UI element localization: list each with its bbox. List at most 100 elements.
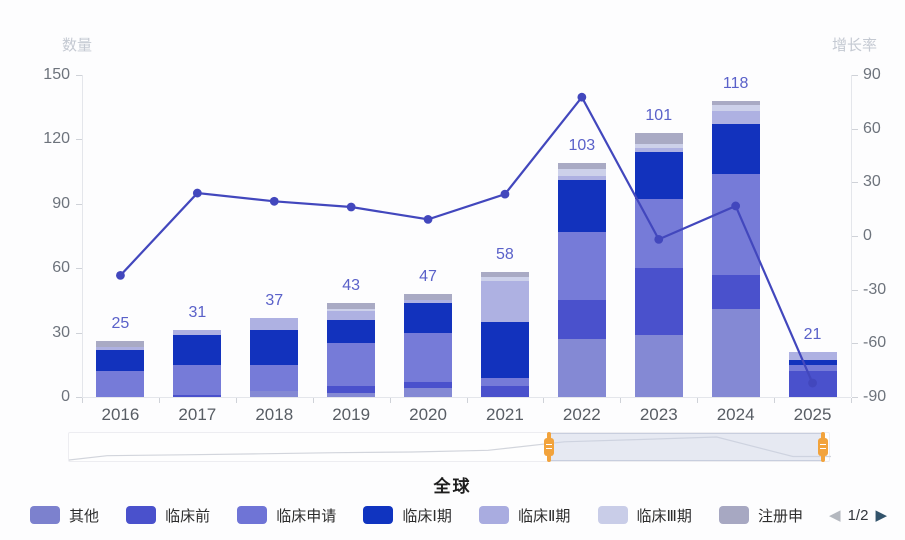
bar-segment-临床前[interactable] [173, 394, 222, 397]
bar-segment-临床前[interactable] [557, 300, 606, 339]
data-zoom-handle-right[interactable] [817, 432, 828, 462]
bar-segment-临床Ⅱ期[interactable] [711, 111, 760, 125]
bar-segment-临床申请[interactable] [173, 364, 222, 395]
bar-segment-临床申请[interactable] [480, 377, 529, 387]
bar-segment-临床Ⅰ期[interactable] [96, 349, 145, 372]
bar-segment-临床Ⅲ期[interactable] [480, 276, 529, 282]
bar-2021[interactable] [480, 272, 529, 397]
bar-segment-其他[interactable] [557, 339, 606, 397]
bar-segment-临床Ⅱ期[interactable] [557, 175, 606, 181]
legend-item-其他[interactable]: 其他 [30, 505, 99, 526]
bar-2025[interactable] [788, 351, 837, 397]
x-axis-line [82, 397, 851, 398]
x-axis-label-2021: 2021 [486, 405, 524, 424]
bar-segment-临床Ⅰ期[interactable] [634, 152, 683, 200]
bar-segment-临床申请[interactable] [327, 343, 376, 387]
bar-segment-临床前[interactable] [634, 268, 683, 335]
bar-segment-临床Ⅱ期[interactable] [480, 281, 529, 322]
x-axis-label-2016: 2016 [101, 405, 140, 424]
bar-segment-临床Ⅱ期[interactable] [327, 311, 376, 320]
data-zoom-handle-right-grip[interactable] [817, 438, 828, 456]
legend-item-临床Ⅱ期[interactable]: 临床Ⅱ期 [478, 505, 570, 526]
growth-line-point[interactable] [269, 196, 279, 206]
bar-segment-临床Ⅰ期[interactable] [250, 330, 299, 365]
legend-item-临床Ⅰ期[interactable]: 临床Ⅰ期 [363, 505, 452, 526]
bar-segment-临床Ⅲ期[interactable] [327, 308, 376, 312]
bar-segment-临床Ⅱ期[interactable] [404, 300, 453, 303]
bar-segment-其他[interactable] [634, 334, 683, 397]
bar-segment-临床前[interactable] [711, 274, 760, 309]
growth-line-point[interactable] [423, 214, 433, 224]
bar-segment-临床Ⅲ期[interactable] [711, 105, 760, 112]
growth-line-point[interactable] [346, 202, 356, 212]
x-axis-tick [697, 398, 699, 403]
bar-segment-临床Ⅰ期[interactable] [404, 302, 453, 333]
legend-prev-icon[interactable]: ◀ [829, 506, 841, 524]
growth-line-point[interactable] [500, 189, 510, 199]
bar-segment-临床前[interactable] [788, 371, 837, 397]
x-axis-label-2019: 2019 [332, 405, 371, 424]
bar-segment-临床Ⅰ期[interactable] [173, 334, 222, 365]
bar-segment-其他[interactable] [327, 392, 376, 397]
bar-segment-临床Ⅰ期[interactable] [788, 360, 837, 365]
bar-segment-临床申请[interactable] [788, 364, 837, 372]
bar-segment-其他[interactable] [711, 308, 760, 397]
bar-segment-注册申[interactable] [557, 163, 606, 170]
bar-segment-临床前[interactable] [480, 386, 529, 397]
data-zoom-slider[interactable] [68, 432, 831, 462]
bar-segment-注册申[interactable] [327, 302, 376, 309]
bar-segment-临床Ⅲ期[interactable] [634, 143, 683, 148]
bar-segment-临床申请[interactable] [634, 199, 683, 269]
bar-segment-临床Ⅱ期[interactable] [788, 351, 837, 361]
bar-2023[interactable] [634, 132, 683, 397]
bar-2017[interactable] [173, 330, 222, 397]
bar-segment-临床Ⅱ期[interactable] [173, 330, 222, 335]
legend-next-icon[interactable]: ▶ [875, 506, 887, 524]
bar-segment-注册申[interactable] [404, 293, 453, 301]
data-zoom-handle-left-grip[interactable] [544, 438, 555, 456]
legend-pager: ◀ 1/2 ▶ [829, 507, 887, 524]
data-zoom-window[interactable] [549, 433, 823, 461]
bar-segment-临床申请[interactable] [250, 364, 299, 391]
bar-2018[interactable] [250, 317, 299, 397]
bar-segment-临床Ⅰ期[interactable] [711, 124, 760, 174]
bar-segment-临床Ⅱ期[interactable] [250, 317, 299, 331]
bar-segment-注册申[interactable] [480, 272, 529, 277]
bar-segment-临床Ⅰ期[interactable] [557, 180, 606, 232]
bar-segment-注册申[interactable] [711, 100, 760, 106]
legend-item-临床前[interactable]: 临床前 [126, 505, 210, 526]
growth-line-point[interactable] [116, 270, 125, 280]
bar-2024[interactable] [711, 100, 760, 397]
bar-segment-临床前[interactable] [404, 381, 453, 389]
bar-segment-临床Ⅰ期[interactable] [480, 321, 529, 378]
bar-segment-临床Ⅰ期[interactable] [327, 319, 376, 344]
bar-segment-临床申请[interactable] [711, 173, 760, 275]
x-axis-tick [851, 398, 852, 403]
bar-segment-临床Ⅱ期[interactable] [634, 147, 683, 153]
bar-segment-注册申[interactable] [96, 341, 145, 347]
bar-segment-临床申请[interactable] [557, 231, 606, 301]
x-axis-tick [389, 398, 391, 403]
bar-segment-临床Ⅲ期[interactable] [557, 169, 606, 176]
left-axis-tick [76, 75, 82, 76]
x-axis-label-2018: 2018 [255, 405, 294, 424]
bar-segment-临床申请[interactable] [96, 371, 145, 397]
bar-segment-临床申请[interactable] [404, 332, 453, 382]
bar-2019[interactable] [327, 302, 376, 397]
bar-2022[interactable] [557, 163, 606, 397]
legend-swatch [126, 506, 157, 524]
growth-line-point[interactable] [577, 92, 587, 102]
legend-item-临床Ⅲ期[interactable]: 临床Ⅲ期 [597, 505, 692, 526]
legend-item-注册申[interactable]: 注册申 [718, 505, 803, 526]
legend-item-label: 注册申 [757, 507, 803, 525]
growth-line-point[interactable] [192, 188, 202, 198]
bar-2020[interactable] [404, 293, 453, 397]
data-zoom-handle-left[interactable] [544, 432, 555, 462]
bar-segment-临床Ⅱ期[interactable] [96, 346, 145, 350]
bar-segment-其他[interactable] [404, 388, 453, 397]
bar-2016[interactable] [96, 341, 145, 397]
bar-segment-临床前[interactable] [327, 386, 376, 393]
bar-segment-注册申[interactable] [634, 132, 683, 144]
bar-segment-其他[interactable] [250, 390, 299, 397]
legend-item-临床申请[interactable]: 临床申请 [237, 505, 336, 526]
